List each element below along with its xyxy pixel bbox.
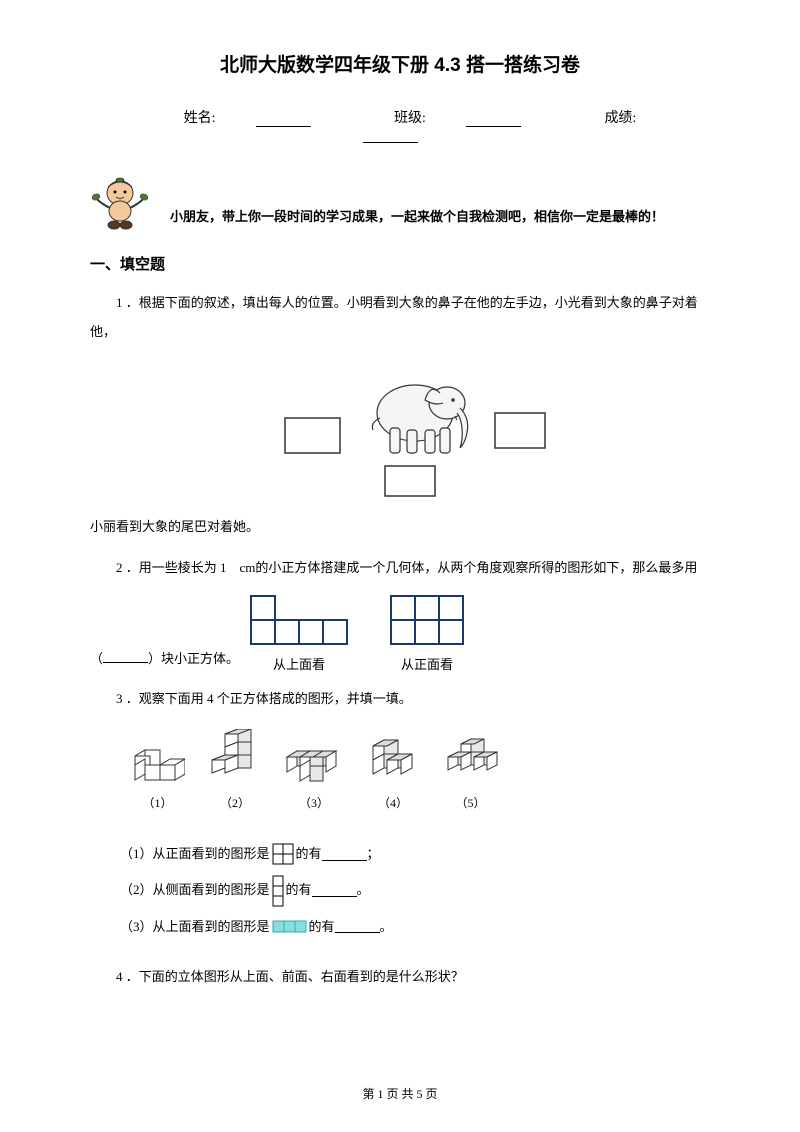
score-blank: [363, 129, 418, 143]
cubes-row: （1） （2）: [130, 729, 710, 811]
page-footer: 第 1 页 共 5 页: [0, 1085, 800, 1102]
section-1-header: 一、填空题: [90, 253, 710, 274]
info-row: 姓名: 班级: 成绩:: [90, 107, 710, 143]
question-2-row: （）块小正方体。 从上面看 从正面看: [90, 594, 710, 673]
cube-5: （5）: [443, 736, 498, 811]
cube-1: （1）: [130, 736, 185, 811]
q3-sub1: （1）从正面看到的图形是 的有；: [120, 836, 710, 872]
question-1-cont: 小丽看到大象的尾巴对着她。: [90, 513, 710, 542]
q2-blank: [103, 650, 148, 663]
name-label: 姓名:: [164, 111, 331, 126]
question-3: 3 ．观察下面用 4 个正方体搭成的图形，并填一填。: [90, 685, 710, 714]
cube-3: （3）: [285, 742, 343, 811]
question-1: 1 ．根据下面的叙述，填出每人的位置。小明看到大象的鼻子在他的左手边，小光看到大…: [90, 289, 710, 346]
encourage-text: 小朋友，带上你一段时间的学习成果，一起来做个自我检测吧，相信你一定是最棒的！: [170, 205, 664, 233]
q2-top-view: 从上面看: [249, 594, 349, 673]
cube-2: （2）: [210, 729, 260, 811]
cube-4: （4）: [368, 734, 418, 811]
question-2: 2 ．用一些棱长为 1 cm的小正方体搭建成一个几何体，从两个角度观察所得的图形…: [90, 554, 710, 583]
mascot-row: 小朋友，带上你一段时间的学习成果，一起来做个自我检测吧，相信你一定是最棒的！: [90, 173, 710, 233]
question-4: 4 ．下面的立体图形从上面、前面、右面看到的是什么形状？: [90, 963, 710, 992]
class-blank: [466, 113, 521, 127]
class-label: 班级:: [374, 111, 541, 126]
name-blank: [256, 113, 311, 127]
q3-sub2: （2）从侧面看到的图形是 的有。: [120, 872, 710, 908]
q2-front-view: 从正面看: [389, 594, 465, 673]
mascot-icon: [90, 173, 150, 233]
elephant-figure: [90, 358, 710, 503]
q3-sub3: （3）从上面看到的图形是 的有。: [120, 909, 710, 945]
page-title: 北师大版数学四年级下册 4.3 搭一搭练习卷: [90, 50, 710, 77]
